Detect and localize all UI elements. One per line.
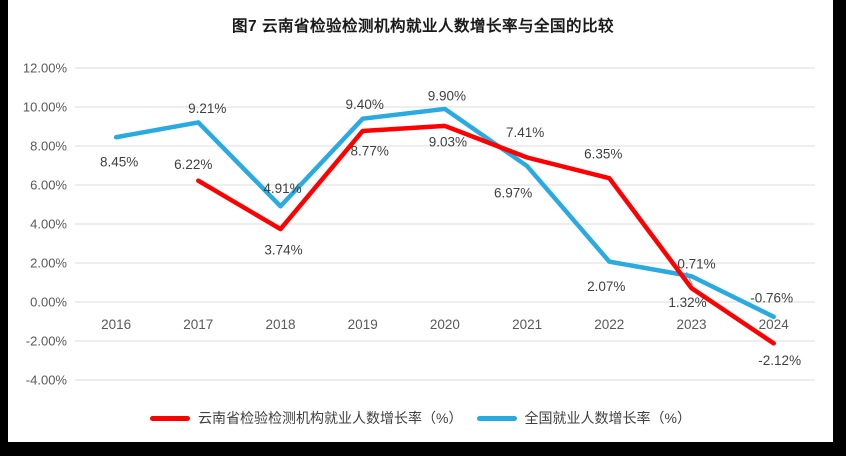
y-axis-tick-label: 8.00%: [30, 139, 67, 154]
y-axis-tick-label: 6.00%: [30, 178, 67, 193]
data-label-national-2020: 9.90%: [428, 88, 466, 103]
data-label-yunnan-2019: 8.77%: [351, 143, 389, 158]
y-axis-tick-label: 10.00%: [23, 100, 68, 115]
data-label-national-2019: 9.40%: [346, 97, 384, 112]
x-axis-tick-label: 2024: [759, 317, 790, 332]
data-label-national-2024: -0.76%: [750, 290, 793, 305]
x-axis-tick-label: 2017: [183, 317, 213, 332]
y-axis-tick-label: -2.00%: [26, 334, 68, 349]
data-label-national-2023: 1.32%: [668, 295, 706, 310]
y-axis-tick-label: 0.00%: [30, 295, 67, 310]
x-axis-tick-label: 2020: [430, 317, 460, 332]
x-axis-tick-label: 2018: [265, 317, 295, 332]
data-label-yunnan-2024: -2.12%: [758, 353, 801, 368]
y-axis-tick-label: 12.00%: [23, 61, 68, 76]
series-line-yunnan: [196, 123, 776, 346]
y-axis-tick-label: -4.00%: [26, 373, 68, 388]
data-label-yunnan-2020: 9.03%: [429, 134, 467, 149]
x-axis-tick-label: 2019: [348, 317, 378, 332]
data-label-yunnan-2018: 3.74%: [264, 243, 302, 258]
series-line-national: [113, 106, 776, 320]
x-axis-tick-label: 2016: [101, 317, 131, 332]
data-label-national-2018: 4.91%: [263, 181, 301, 196]
data-label-yunnan-2017: 6.22%: [174, 157, 212, 172]
y-axis-tick-label: 2.00%: [30, 256, 67, 271]
chart-legend: 云南省检验检测机构就业人数增长率（%） 全国就业人数增长率（%）: [8, 404, 833, 432]
yunnan-series-swatch: [150, 415, 191, 421]
x-axis-tick-label: 2022: [594, 317, 624, 332]
national-series-swatch: [476, 415, 517, 421]
data-label-yunnan-2022: 6.35%: [584, 147, 622, 162]
right-black-border: [833, 0, 846, 456]
data-label-national-2016: 8.45%: [100, 155, 138, 170]
legend-item-yunnan: 云南省检验检测机构就业人数增长率（%）: [150, 408, 463, 428]
yunnan-series-label: 云南省检验检测机构就业人数增长率（%）: [198, 410, 463, 426]
data-label-yunnan-2023: 0.71%: [677, 257, 715, 272]
national-series-label: 全国就业人数增长率（%）: [524, 410, 691, 426]
data-label-national-2022: 2.07%: [587, 279, 625, 294]
data-label-national-2021: 6.97%: [494, 186, 532, 201]
x-axis-tick-label: 2023: [676, 317, 706, 332]
legend-item-national: 全国就业人数增长率（%）: [476, 408, 691, 428]
bottom-black-border: [0, 442, 846, 456]
x-axis-tick-label: 2021: [512, 317, 542, 332]
left-black-border: [0, 0, 8, 456]
data-label-yunnan-2021: 7.41%: [506, 125, 544, 140]
chart-title: 图7 云南省检验检测机构就业人数增长率与全国的比较: [232, 18, 614, 35]
data-label-national-2017: 9.21%: [188, 101, 226, 116]
y-axis-tick-label: 4.00%: [30, 217, 67, 232]
